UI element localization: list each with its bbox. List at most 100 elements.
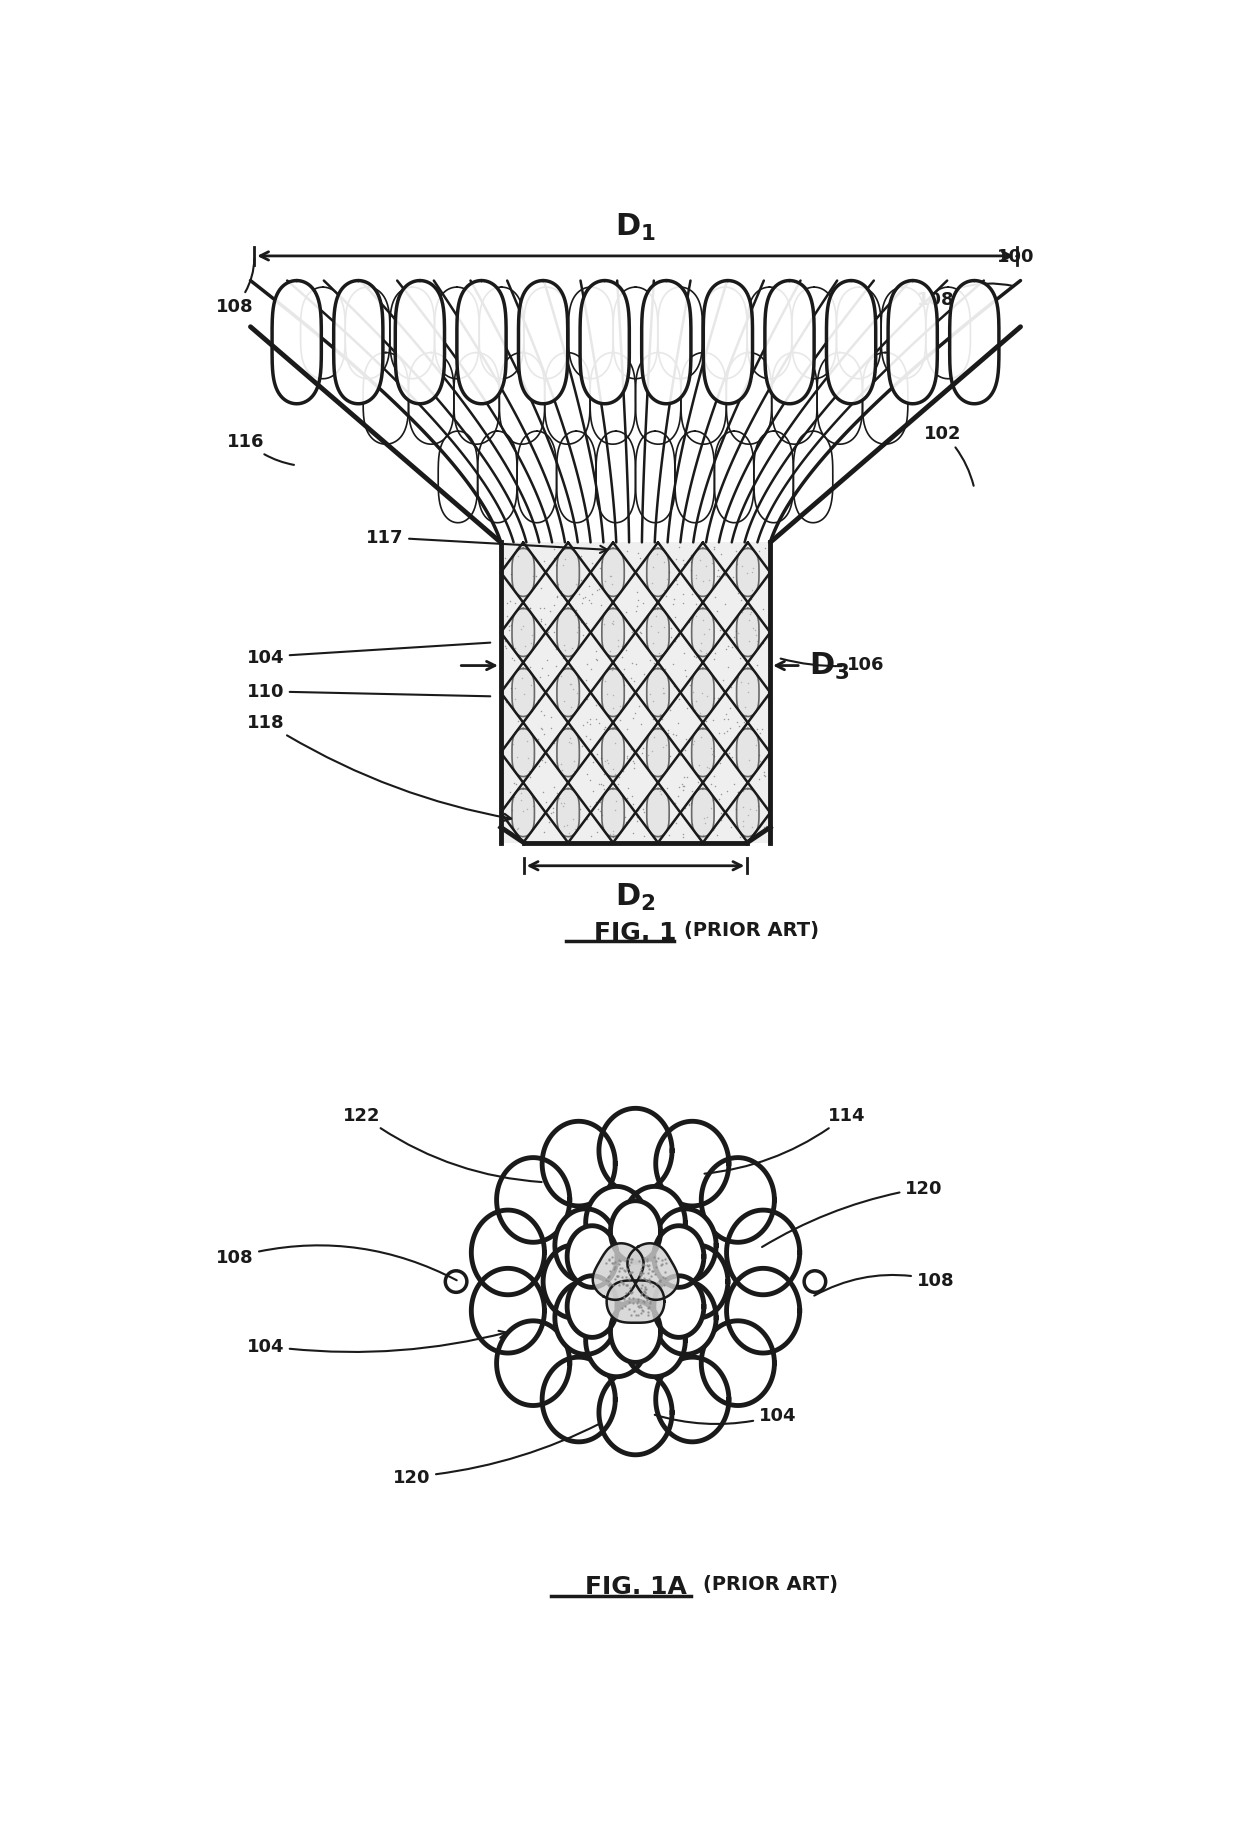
Point — [583, 777, 603, 806]
Point — [678, 791, 698, 821]
Point — [738, 669, 758, 698]
Polygon shape — [567, 1277, 618, 1337]
Point — [502, 812, 522, 841]
Point — [600, 535, 620, 564]
Polygon shape — [624, 1187, 686, 1260]
Point — [748, 791, 768, 821]
Text: 100: 100 — [997, 247, 1035, 266]
Point — [632, 740, 652, 769]
Point — [703, 705, 723, 735]
Point — [649, 639, 668, 669]
Point — [564, 757, 584, 786]
Point — [609, 777, 629, 806]
Polygon shape — [703, 288, 748, 379]
Point — [675, 656, 694, 685]
Point — [655, 680, 675, 709]
Point — [668, 782, 688, 812]
Point — [526, 562, 546, 592]
Point — [707, 821, 727, 850]
Polygon shape — [601, 669, 624, 716]
Point — [559, 771, 579, 801]
Point — [546, 551, 565, 581]
Point — [539, 733, 559, 762]
Point — [727, 550, 746, 579]
Point — [552, 751, 572, 780]
Polygon shape — [471, 1211, 544, 1295]
Polygon shape — [456, 282, 506, 405]
Point — [595, 568, 615, 597]
Point — [704, 639, 724, 669]
Point — [717, 777, 737, 806]
Point — [691, 638, 711, 667]
Point — [505, 590, 525, 619]
Text: 120: 120 — [763, 1180, 942, 1248]
Point — [673, 546, 693, 575]
Point — [683, 729, 703, 758]
Polygon shape — [702, 1158, 775, 1242]
Point — [542, 799, 562, 828]
Point — [547, 583, 567, 612]
Point — [755, 533, 775, 562]
Polygon shape — [692, 729, 714, 777]
Point — [720, 813, 740, 843]
Point — [641, 612, 661, 641]
Point — [559, 727, 579, 757]
Point — [709, 562, 729, 592]
Point — [711, 616, 730, 645]
Point — [577, 760, 596, 790]
Point — [661, 614, 681, 643]
Point — [551, 581, 570, 610]
Point — [723, 562, 743, 592]
Point — [738, 801, 758, 830]
Point — [624, 703, 644, 733]
Point — [578, 685, 598, 714]
Point — [606, 788, 626, 817]
Polygon shape — [496, 1158, 569, 1242]
Point — [693, 821, 713, 850]
Point — [661, 623, 681, 652]
Point — [506, 634, 526, 663]
Point — [564, 747, 584, 777]
Point — [522, 782, 542, 812]
Text: 102: 102 — [924, 425, 973, 487]
Polygon shape — [658, 288, 703, 379]
Point — [589, 769, 609, 799]
Point — [560, 724, 580, 753]
Point — [605, 795, 625, 824]
Polygon shape — [727, 1211, 800, 1295]
Point — [748, 650, 768, 680]
Polygon shape — [272, 282, 321, 405]
Point — [508, 533, 528, 562]
Polygon shape — [601, 608, 624, 658]
Polygon shape — [647, 608, 670, 658]
Point — [728, 720, 748, 749]
Point — [568, 614, 588, 643]
Point — [511, 616, 531, 645]
Point — [621, 663, 641, 692]
Point — [521, 671, 541, 700]
Text: 104: 104 — [247, 1332, 506, 1356]
Point — [718, 705, 738, 735]
Point — [686, 696, 706, 725]
Polygon shape — [454, 354, 500, 445]
Point — [587, 691, 606, 720]
Polygon shape — [554, 1282, 616, 1354]
Point — [743, 812, 763, 841]
Point — [634, 590, 653, 619]
Polygon shape — [599, 1370, 672, 1455]
Point — [675, 764, 694, 793]
Polygon shape — [627, 1244, 678, 1301]
Point — [495, 544, 515, 573]
Polygon shape — [727, 354, 771, 445]
Polygon shape — [647, 729, 670, 777]
Point — [670, 773, 689, 802]
Point — [681, 548, 701, 577]
Point — [534, 819, 554, 848]
Point — [704, 813, 724, 843]
Point — [742, 702, 761, 731]
Point — [595, 747, 615, 777]
Point — [573, 711, 593, 740]
Point — [554, 546, 574, 575]
Point — [647, 586, 667, 616]
Point — [645, 649, 665, 678]
